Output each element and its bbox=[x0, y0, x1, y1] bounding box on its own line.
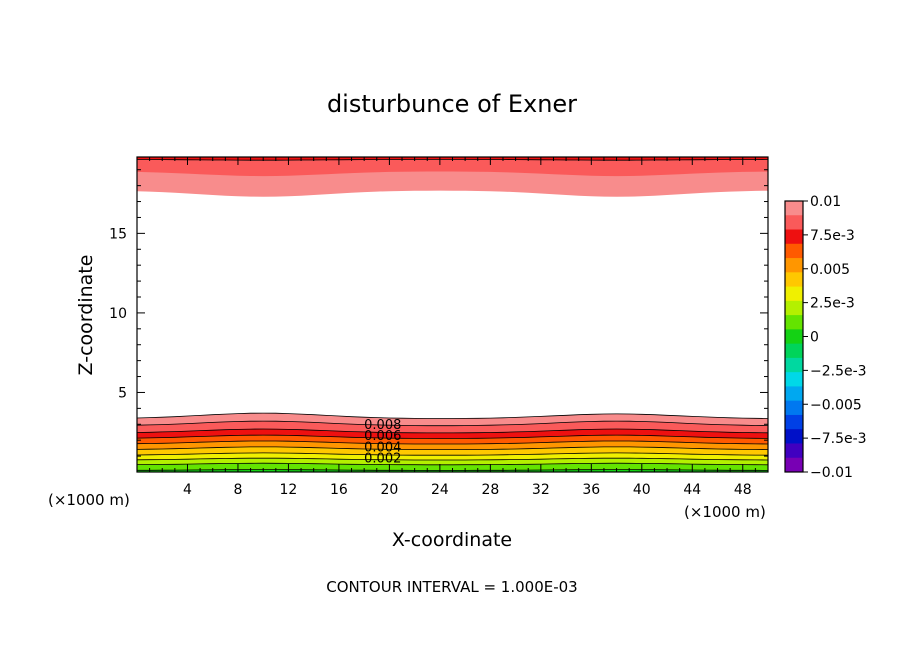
colorbar-swatch bbox=[785, 457, 803, 473]
colorbar-label: 0 bbox=[810, 330, 819, 346]
colorbar-swatch bbox=[785, 229, 803, 245]
colorbar-swatch bbox=[785, 429, 803, 444]
x-tick-label: 4 bbox=[183, 482, 192, 498]
colorbar-label: 7.5e-3 bbox=[810, 228, 855, 244]
colorbar-swatch bbox=[785, 215, 803, 231]
colorbar-swatch bbox=[785, 300, 803, 316]
colorbar-label: −0.005 bbox=[810, 397, 862, 413]
colorbar-swatch bbox=[785, 243, 803, 259]
colorbar-swatch bbox=[785, 414, 803, 430]
colorbar-swatch bbox=[785, 343, 803, 359]
x-tick-label: 48 bbox=[734, 482, 752, 498]
colorbar: 0.01 7.5e-3 0.005 2.5e-3 0 −2.5e-3 −0.005 −7.5e… bbox=[784, 194, 867, 481]
x-tick-label: 36 bbox=[582, 482, 600, 498]
x-tick-label: 32 bbox=[532, 482, 550, 498]
y-tick-label: 10 bbox=[109, 306, 127, 322]
contour-line bbox=[137, 434, 768, 439]
colorbar-swatch bbox=[785, 372, 803, 387]
colorbar-label: −7.5e-3 bbox=[810, 431, 867, 447]
colorbar-label: 0.005 bbox=[810, 262, 850, 278]
contour-line bbox=[137, 428, 768, 434]
colorbar-label: −2.5e-3 bbox=[810, 363, 867, 379]
colorbar-swatch bbox=[785, 400, 803, 416]
contour-label: 0.008 bbox=[364, 418, 401, 433]
colorbar-label: 0.01 bbox=[810, 194, 841, 210]
contour-label: 0.006 bbox=[364, 429, 401, 444]
colorbar-swatch bbox=[785, 258, 803, 273]
y-tick-label: 5 bbox=[118, 385, 127, 401]
x-tick-label: 20 bbox=[380, 482, 398, 498]
contour-line bbox=[137, 452, 768, 456]
chart-title: disturbunce of Exner bbox=[327, 90, 577, 118]
colorbar-swatch bbox=[785, 201, 803, 216]
contour-line bbox=[137, 462, 768, 466]
contour-label: 0.002 bbox=[364, 451, 401, 466]
colorbar-swatch bbox=[785, 286, 803, 302]
contour-line bbox=[137, 446, 768, 450]
contour-line bbox=[137, 440, 768, 445]
colorbar-swatch bbox=[785, 315, 803, 330]
x-tick-label: 16 bbox=[330, 482, 348, 498]
x-unit-left: (×1000 m) bbox=[48, 491, 130, 509]
contour-band-upper bbox=[137, 157, 768, 177]
x-tick-label: 12 bbox=[280, 482, 298, 498]
y-tick-label: 15 bbox=[109, 226, 127, 242]
x-axis-label: X-coordinate bbox=[392, 529, 512, 551]
colorbar-swatch bbox=[785, 443, 803, 459]
x-tick-label: 40 bbox=[633, 482, 651, 498]
x-unit-right: (×1000 m) bbox=[684, 503, 766, 521]
x-tick-label: 28 bbox=[481, 482, 499, 498]
contour-line bbox=[137, 420, 768, 427]
colorbar-swatch bbox=[785, 357, 803, 373]
colorbar-label: −0.01 bbox=[810, 465, 853, 481]
x-tick-label: 24 bbox=[431, 482, 449, 498]
x-tick-label: 8 bbox=[233, 482, 242, 498]
colorbar-swatch bbox=[785, 386, 803, 402]
contour-line bbox=[137, 412, 768, 419]
x-tick-label: 44 bbox=[683, 482, 701, 498]
colorbar-swatch bbox=[785, 272, 803, 288]
colorbar-swatch bbox=[785, 329, 803, 345]
contour-interval-note: CONTOUR INTERVAL = 1.000E-03 bbox=[326, 578, 577, 596]
contour-label: 0.004 bbox=[364, 440, 401, 455]
y-axis-label: Z-coordinate bbox=[75, 255, 97, 376]
contour-line bbox=[137, 457, 768, 461]
colorbar-label: 2.5e-3 bbox=[810, 296, 855, 312]
